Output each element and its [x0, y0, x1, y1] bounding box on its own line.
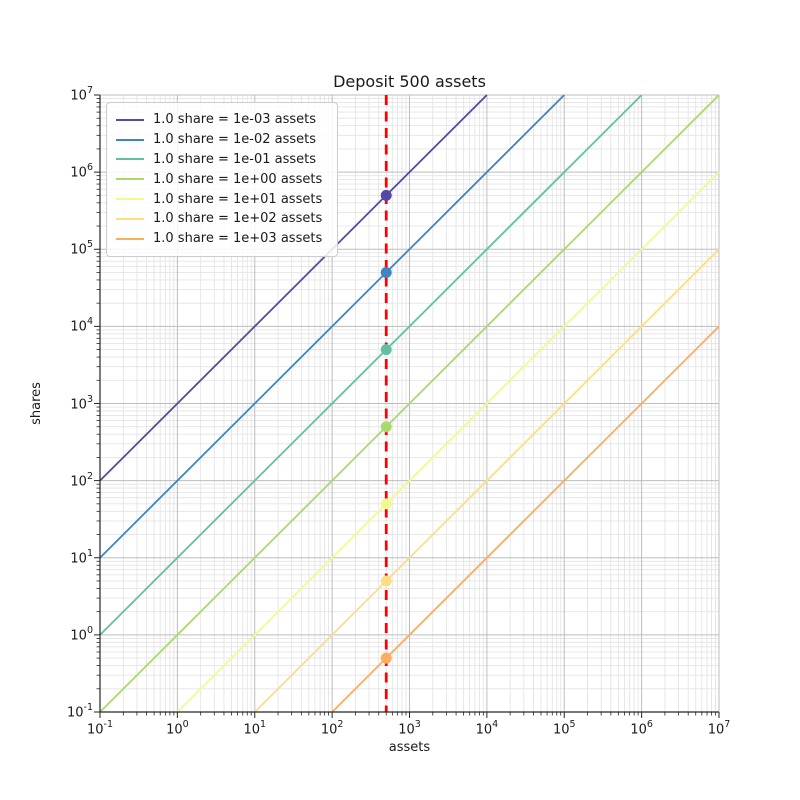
y-axis-label-wrap: shares [26, 95, 46, 712]
marker-dot [380, 575, 392, 587]
marker-dot [380, 266, 392, 278]
x-tick-label: 106 [630, 719, 653, 738]
tick-marks [94, 94, 720, 718]
y-tick-labels: 10-1 100 101 102 103 104 105 106 107 [0, 0, 93, 800]
x-tick-label: 10-1 [86, 719, 114, 738]
x-tick-label: 103 [398, 719, 421, 738]
x-tick-label: 101 [243, 719, 267, 738]
marker-dot [380, 421, 392, 433]
marker-dot [380, 652, 392, 664]
legend: 1.0 share = 1e-03 assets 1.0 share = 1e-0… [106, 102, 338, 257]
legend-swatch-line [116, 138, 144, 141]
series-line [176, 171, 720, 713]
legend-item: 1.0 share = 1e+02 assets [116, 209, 328, 229]
series-lines [99, 94, 720, 713]
y-tick-label: 103 [70, 393, 93, 412]
series-line [99, 94, 488, 482]
legend-item: 1.0 share = 1e-01 assets [116, 150, 328, 170]
y-tick-label: 100 [70, 624, 93, 644]
y-tick-label: 107 [70, 84, 93, 104]
series-line [99, 94, 720, 713]
y-tick-label: 101 [70, 547, 93, 567]
x-tick-label: 104 [475, 719, 499, 738]
x-tick-label: 102 [320, 719, 344, 738]
marker-dot [380, 344, 392, 356]
legend-label: 1.0 share = 1e-02 assets [153, 132, 317, 148]
legend-item: 1.0 share = 1e+01 assets [116, 189, 328, 209]
y-tick-label: 10-1 [66, 701, 93, 721]
y-tick-label: 102 [70, 470, 93, 489]
x-tick-labels: 10-1 100 101 102 103 104 105 106 107 [0, 719, 800, 744]
chart-title: Deposit 500 assets [333, 72, 486, 91]
legend-label: 1.0 share = 1e-03 assets [153, 112, 317, 128]
legend-item: 1.0 share = 1e-02 assets [116, 130, 328, 150]
legend-label: 1.0 share = 1e+03 assets [153, 231, 323, 247]
legend-label: 1.0 share = 1e-01 assets [153, 151, 317, 167]
series-line [331, 325, 720, 713]
legend-label: 1.0 share = 1e+00 assets [153, 171, 323, 187]
y-tick-label: 104 [70, 316, 93, 335]
y-tick-label: 105 [70, 239, 93, 258]
series-line [99, 94, 565, 559]
legend-label: 1.0 share = 1e+02 assets [153, 211, 323, 227]
legend-label: 1.0 share = 1e+01 assets [153, 191, 323, 207]
legend-swatch-line [116, 217, 144, 220]
marker-dots [380, 189, 392, 664]
x-axis-label: assets [388, 740, 431, 755]
legend-item: 1.0 share = 1e+03 assets [116, 229, 328, 249]
series-line [254, 248, 720, 713]
legend-swatch-line [116, 118, 144, 121]
legend-swatch-line [116, 198, 144, 201]
x-tick-label: 105 [552, 719, 576, 738]
series-line [99, 94, 643, 636]
legend-item: 1.0 share = 1e-03 assets [116, 110, 328, 130]
legend-swatch-line [116, 178, 144, 181]
legend-swatch-line [116, 158, 144, 161]
x-tick-label: 100 [166, 719, 189, 738]
legend-item: 1.0 share = 1e+00 assets [116, 169, 328, 189]
y-tick-label: 106 [70, 162, 93, 181]
x-tick-label: 107 [707, 719, 731, 738]
marker-dot [380, 498, 392, 510]
marker-dot [380, 189, 392, 201]
y-axis-label: shares [28, 382, 44, 425]
legend-swatch-line [116, 237, 144, 240]
